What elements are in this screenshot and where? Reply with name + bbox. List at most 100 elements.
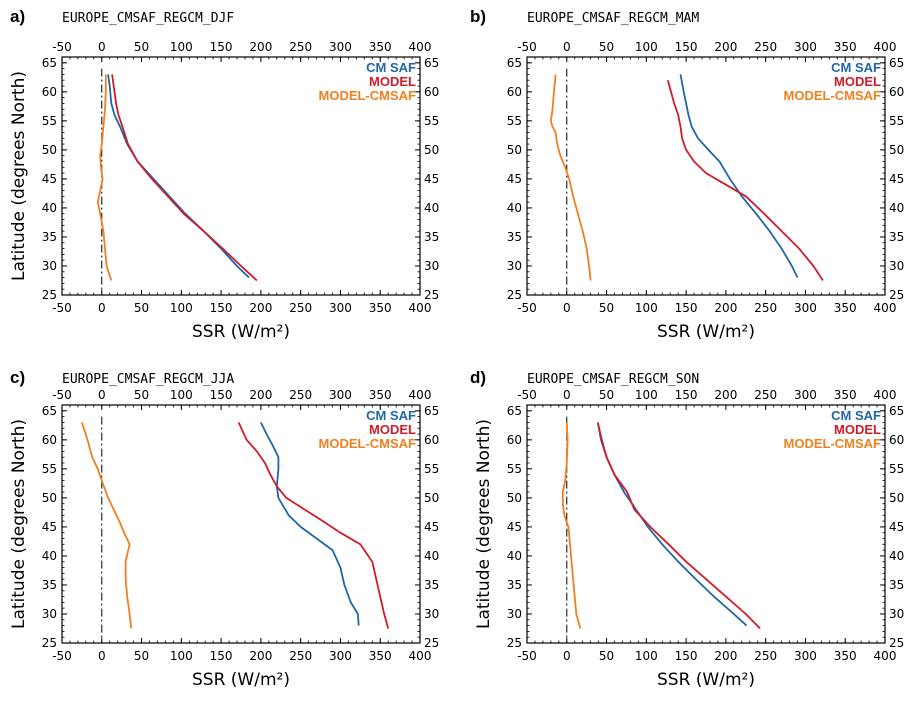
series-line-cm-saf	[679, 74, 799, 278]
legend-entry: MODEL	[834, 422, 881, 437]
y-tick-label-right: 25	[424, 288, 439, 302]
y-tick-label-left: 60	[42, 85, 57, 99]
x-tick-label-top: 250	[289, 388, 312, 402]
x-tick-label-bottom: 400	[874, 301, 897, 315]
chart-panel-a: a) EUROPE_CMSAF_REGCM_DJF -50 -50 0 0 50 50 100 1…	[9, 7, 439, 342]
y-tick-label-left: 25	[507, 288, 522, 302]
x-tick-label-bottom: 0	[563, 301, 571, 315]
x-tick-label-top: 350	[369, 40, 392, 54]
x-tick-label-top: 50	[134, 40, 149, 54]
x-tick-label-bottom: 200	[249, 301, 272, 315]
y-tick-label-right: 50	[424, 491, 439, 505]
x-tick-label-bottom: 300	[329, 649, 352, 663]
panel-letter: c)	[10, 368, 25, 387]
chart-panel-b: b) EUROPE_CMSAF_REGCM_MAM -50 -50 0 0 50 50 100 1…	[470, 7, 904, 342]
y-tick-label-left: 45	[507, 172, 522, 186]
x-tick-label-top: 50	[599, 40, 614, 54]
y-tick-label-left: 35	[42, 578, 57, 592]
series-line-model-cmsaf	[81, 422, 133, 629]
y-tick-label-left: 65	[507, 404, 522, 418]
legend-entry: MODEL	[369, 74, 416, 89]
y-tick-label-left: 30	[42, 607, 57, 621]
x-tick-label-top: 400	[409, 388, 432, 402]
x-tick-label-top: 400	[874, 388, 897, 402]
series-line-model	[237, 422, 390, 629]
x-tick-label-bottom: 350	[834, 649, 857, 663]
y-tick-label-left: 55	[507, 114, 522, 128]
x-tick-label-bottom: -50	[517, 301, 537, 315]
x-tick-label-bottom: 0	[98, 301, 106, 315]
x-axis-label: SSR (W/m²)	[192, 322, 290, 342]
plot-frame	[61, 56, 421, 296]
x-tick-label-bottom: 350	[369, 649, 392, 663]
x-tick-label-bottom: -50	[52, 301, 72, 315]
x-tick-label-bottom: 300	[794, 649, 817, 663]
x-tick-label-bottom: 350	[834, 301, 857, 315]
y-tick-label-left: 35	[42, 230, 57, 244]
y-tick-label-left: 60	[507, 85, 522, 99]
y-tick-label-right: 40	[889, 201, 904, 215]
series-line-model	[596, 422, 761, 630]
x-tick-label-top: 200	[249, 388, 272, 402]
y-tick-label-right: 55	[424, 114, 439, 128]
x-tick-label-top: 100	[170, 40, 193, 54]
legend-entry: MODEL	[834, 74, 881, 89]
x-tick-label-bottom: 200	[249, 649, 272, 663]
x-tick-label-bottom: -50	[517, 649, 537, 663]
x-tick-label-top: 150	[675, 388, 698, 402]
y-tick-label-left: 45	[42, 520, 57, 534]
x-tick-label-bottom: 300	[329, 301, 352, 315]
y-tick-label-left: 65	[42, 404, 57, 418]
y-tick-label-right: 35	[889, 578, 904, 592]
x-tick-label-bottom: 150	[210, 649, 233, 663]
x-tick-label-top: 150	[210, 40, 233, 54]
chart-title: EUROPE_CMSAF_REGCM_SON	[527, 372, 699, 387]
chart-title: EUROPE_CMSAF_REGCM_MAM	[527, 11, 699, 26]
y-tick-label-right: 30	[889, 607, 904, 621]
x-tick-label-top: 0	[563, 40, 571, 54]
y-tick-label-right: 50	[424, 143, 439, 157]
y-tick-label-left: 55	[507, 462, 522, 476]
y-tick-label-left: 60	[507, 433, 522, 447]
y-tick-label-right: 25	[889, 288, 904, 302]
x-tick-label-top: 200	[714, 388, 737, 402]
y-tick-label-right: 40	[889, 549, 904, 563]
y-tick-label-right: 35	[889, 230, 904, 244]
x-tick-label-bottom: 250	[754, 301, 777, 315]
y-tick-label-left: 40	[42, 201, 57, 215]
x-tick-label-top: 350	[834, 40, 857, 54]
series-line-model	[666, 79, 824, 281]
y-tick-label-right: 50	[889, 143, 904, 157]
x-tick-label-top: 0	[563, 388, 571, 402]
y-tick-label-right: 65	[889, 56, 904, 70]
y-tick-label-left: 30	[42, 259, 57, 273]
y-tick-label-left: 25	[507, 636, 522, 650]
y-tick-label-left: 50	[507, 491, 522, 505]
y-tick-label-right: 50	[889, 491, 904, 505]
x-tick-label-top: 300	[794, 388, 817, 402]
y-axis-label: Latitude (degrees North)	[9, 71, 29, 281]
x-tick-label-bottom: 250	[754, 649, 777, 663]
x-tick-label-bottom: 350	[369, 301, 392, 315]
x-tick-label-bottom: 100	[635, 301, 658, 315]
y-tick-label-right: 30	[889, 259, 904, 273]
x-tick-label-top: 100	[635, 388, 658, 402]
x-tick-label-bottom: 400	[874, 649, 897, 663]
legend-entry: MODEL-CMSAF	[784, 436, 882, 451]
series-line-cm-saf	[107, 74, 250, 279]
y-tick-label-right: 45	[889, 172, 904, 186]
y-tick-label-right: 60	[424, 433, 439, 447]
y-tick-label-left: 40	[507, 549, 522, 563]
panel-letter: b)	[470, 7, 486, 26]
y-tick-label-right: 65	[424, 404, 439, 418]
x-axis-label: SSR (W/m²)	[192, 670, 290, 690]
x-tick-label-bottom: 0	[563, 649, 571, 663]
chart-title: EUROPE_CMSAF_REGCM_DJF	[62, 11, 234, 26]
x-tick-label-bottom: 400	[409, 301, 432, 315]
y-tick-label-right: 55	[424, 462, 439, 476]
y-tick-label-right: 25	[424, 636, 439, 650]
plot-frame	[526, 404, 886, 644]
y-axis-label: Latitude (degrees North)	[9, 419, 29, 629]
y-tick-label-left: 60	[42, 433, 57, 447]
y-tick-label-right: 45	[424, 520, 439, 534]
